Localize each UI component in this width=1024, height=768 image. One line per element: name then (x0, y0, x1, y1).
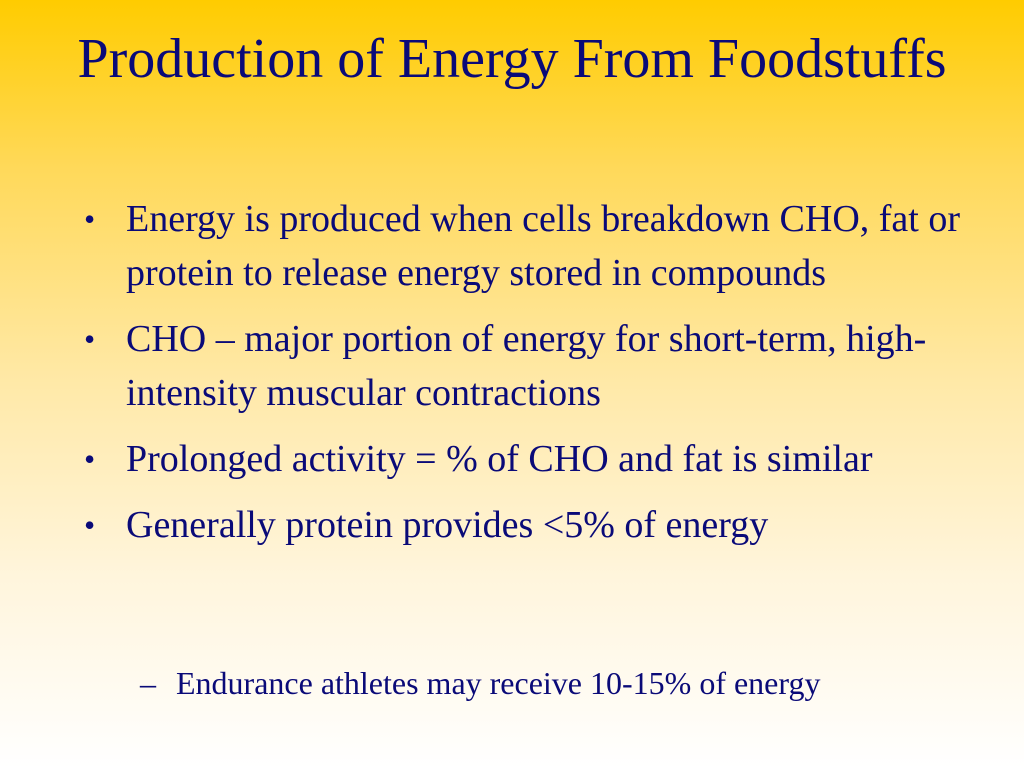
sub-bullet-marker: – (140, 665, 156, 701)
bullet-item: • CHO – major portion of energy for shor… (84, 312, 984, 420)
slide-title: Production of Energy From Foodstuffs (77, 28, 947, 90)
sub-bullet-list: – Endurance athletes may receive 10-15% … (84, 660, 1004, 706)
bullet-text: Prolonged activity = % of CHO and fat is… (126, 438, 873, 480)
bullet-marker: • (84, 201, 96, 237)
bullet-item: • Energy is produced when cells breakdow… (84, 192, 984, 300)
bullet-item: • Prolonged activity = % of CHO and fat … (84, 432, 984, 486)
sub-bullet-item: – Endurance athletes may receive 10-15% … (84, 660, 1004, 706)
bullet-marker: • (84, 507, 96, 543)
sub-bullet-text: Endurance athletes may receive 10-15% of… (176, 665, 821, 701)
bullet-text: Generally protein provides <5% of energy (126, 504, 769, 546)
bullet-text: Energy is produced when cells breakdown … (126, 198, 961, 294)
bullet-marker: • (84, 321, 96, 357)
bullet-item: • Generally protein provides <5% of ener… (84, 498, 984, 552)
bullet-list: • Energy is produced when cells breakdow… (84, 192, 984, 556)
bullet-text: CHO – major portion of energy for short-… (126, 318, 927, 414)
bullet-marker: • (84, 441, 96, 477)
